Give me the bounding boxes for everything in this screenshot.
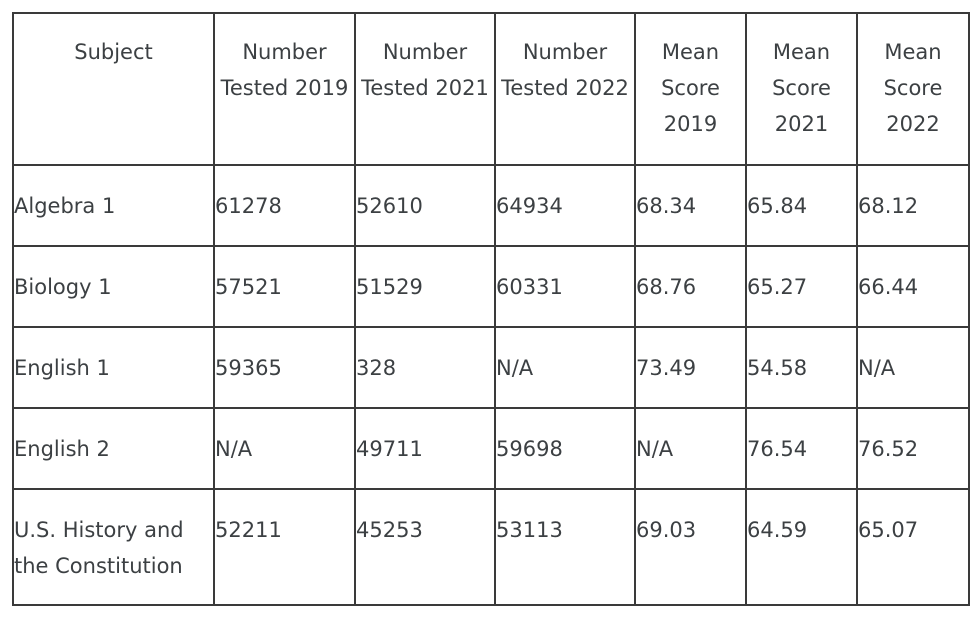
header-line: Number <box>522 40 608 64</box>
header-mean-score-2019: Mean Score 2019 <box>634 12 747 166</box>
mean-2019-cell: N/A <box>634 407 747 490</box>
tested-2021-cell: 51529 <box>354 245 496 328</box>
subject-cell: English 2 <box>12 407 215 490</box>
header-number-tested-2022: Number Tested 2022 <box>494 12 636 166</box>
mean-2019-cell: 69.03 <box>634 488 747 606</box>
tested-2021-cell: 52610 <box>354 164 496 247</box>
header-mean-score-2022: Mean Score 2022 <box>856 12 970 166</box>
tested-2022-cell: 60331 <box>494 245 636 328</box>
mean-2022-cell: 76.52 <box>856 407 970 490</box>
header-line: Number <box>382 40 468 64</box>
mean-2021-cell: 64.59 <box>745 488 858 606</box>
header-subject: Subject <box>12 12 215 166</box>
mean-2021-cell: 65.84 <box>745 164 858 247</box>
scores-table: Subject Number Tested 2019 Number Tested… <box>12 12 970 606</box>
header-line: Tested 2019 <box>220 76 349 100</box>
header-mean-score-2021: Mean Score 2021 <box>745 12 858 166</box>
header-line: Score <box>661 76 720 100</box>
header-line: 2022 <box>886 112 940 136</box>
header-line: Subject <box>74 40 153 64</box>
tested-2021-cell: 45253 <box>354 488 496 606</box>
mean-2021-cell: 54.58 <box>745 326 858 409</box>
header-number-tested-2021: Number Tested 2021 <box>354 12 496 166</box>
tested-2022-cell: 53113 <box>494 488 636 606</box>
mean-2019-cell: 73.49 <box>634 326 747 409</box>
tested-2022-cell: 64934 <box>494 164 636 247</box>
header-row: Subject Number Tested 2019 Number Tested… <box>12 12 970 166</box>
subject-cell: U.S. History and the Constitution <box>12 488 215 606</box>
mean-2019-cell: 68.34 <box>634 164 747 247</box>
mean-2022-cell: N/A <box>856 326 970 409</box>
table-row: English 1 59365 328 N/A 73.49 54.58 N/A <box>12 326 970 409</box>
subject-cell: English 1 <box>12 326 215 409</box>
tested-2022-cell: 59698 <box>494 407 636 490</box>
tested-2022-cell: N/A <box>494 326 636 409</box>
tested-2019-cell: 61278 <box>213 164 356 247</box>
mean-2019-cell: 68.76 <box>634 245 747 328</box>
mean-2021-cell: 65.27 <box>745 245 858 328</box>
mean-2021-cell: 76.54 <box>745 407 858 490</box>
tested-2019-cell: 52211 <box>213 488 356 606</box>
tested-2021-cell: 49711 <box>354 407 496 490</box>
tested-2019-cell: N/A <box>213 407 356 490</box>
header-line: Mean <box>884 40 942 64</box>
header-line: Number <box>242 40 327 64</box>
mean-2022-cell: 65.07 <box>856 488 970 606</box>
table-row: U.S. History and the Constitution 52211 … <box>12 488 970 606</box>
table-row: Algebra 1 61278 52610 64934 68.34 65.84 … <box>12 164 970 247</box>
tested-2019-cell: 57521 <box>213 245 356 328</box>
header-line: Mean <box>661 40 720 64</box>
header-line: 2019 <box>663 112 718 136</box>
subject-cell: Algebra 1 <box>12 164 215 247</box>
header-line: Tested 2022 <box>501 76 629 100</box>
header-line: Tested 2021 <box>361 76 489 100</box>
header-line: Score <box>772 76 831 100</box>
subject-cell: Biology 1 <box>12 245 215 328</box>
table-row: Biology 1 57521 51529 60331 68.76 65.27 … <box>12 245 970 328</box>
mean-2022-cell: 66.44 <box>856 245 970 328</box>
header-line: Mean <box>772 40 831 64</box>
tested-2019-cell: 59365 <box>213 326 356 409</box>
table-row: English 2 N/A 49711 59698 N/A 76.54 76.5… <box>12 407 970 490</box>
header-number-tested-2019: Number Tested 2019 <box>213 12 356 166</box>
mean-2022-cell: 68.12 <box>856 164 970 247</box>
header-line: 2021 <box>774 112 829 136</box>
header-line: Score <box>883 76 943 100</box>
tested-2021-cell: 328 <box>354 326 496 409</box>
